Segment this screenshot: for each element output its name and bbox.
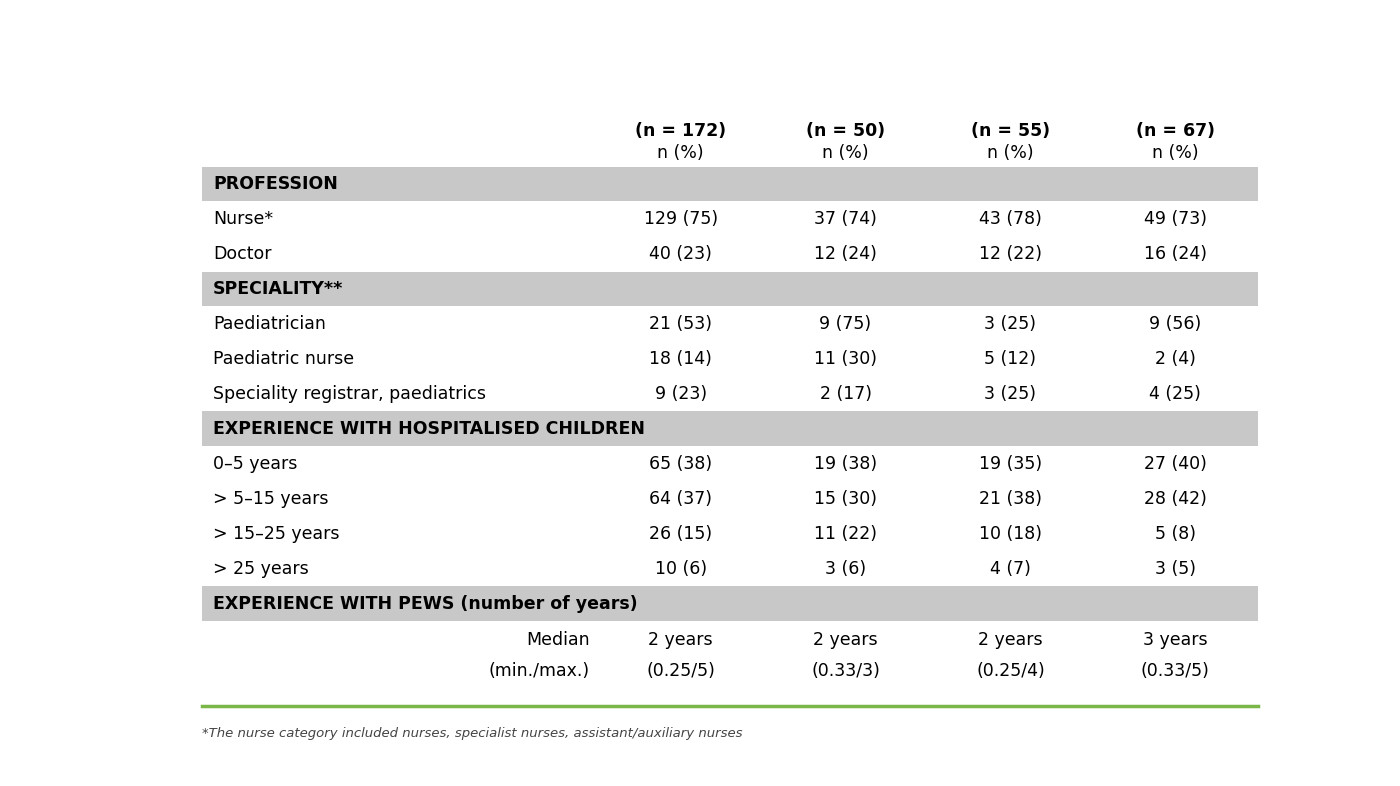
Text: SPECIALITY**: SPECIALITY** [213, 280, 343, 298]
Text: 11 (30): 11 (30) [813, 350, 876, 368]
Text: (n = 67): (n = 67) [1135, 122, 1215, 140]
Text: 4 (7): 4 (7) [990, 560, 1030, 578]
Text: 64 (37): 64 (37) [650, 490, 713, 508]
Text: Paediatrician: Paediatrician [213, 314, 326, 332]
Text: n (%): n (%) [822, 144, 869, 162]
Text: n (%): n (%) [987, 144, 1033, 162]
Text: n (%): n (%) [1152, 144, 1198, 162]
Bar [202, 411, 1257, 446]
Text: (0.33/5): (0.33/5) [1141, 662, 1210, 680]
Text: 37 (74): 37 (74) [813, 210, 876, 228]
Text: 3 (25): 3 (25) [984, 385, 1036, 403]
Text: 65 (38): 65 (38) [650, 454, 713, 472]
Text: 9 (23): 9 (23) [655, 385, 707, 403]
Text: (min./max.): (min./max.) [489, 662, 589, 680]
Text: *The nurse category included nurses, specialist nurses, assistant/auxiliary nurs: *The nurse category included nurses, spe… [202, 727, 742, 740]
Text: 10 (6): 10 (6) [655, 560, 707, 578]
Text: 21 (53): 21 (53) [650, 314, 713, 332]
Text: > 15–25 years: > 15–25 years [213, 525, 339, 542]
Text: (0.25/5): (0.25/5) [647, 662, 715, 680]
Text: 49 (73): 49 (73) [1144, 210, 1207, 228]
Text: 40 (23): 40 (23) [650, 245, 713, 263]
Text: 12 (22): 12 (22) [979, 245, 1042, 263]
Text: 2 (17): 2 (17) [819, 385, 872, 403]
Bar [202, 272, 1257, 307]
Text: 3 (25): 3 (25) [984, 314, 1036, 332]
Text: Nurse*: Nurse* [213, 210, 273, 228]
Text: 2 years: 2 years [648, 631, 713, 649]
Text: 129 (75): 129 (75) [644, 210, 718, 228]
Text: 10 (18): 10 (18) [979, 525, 1042, 542]
Text: 28 (42): 28 (42) [1144, 490, 1207, 508]
Text: (n = 172): (n = 172) [636, 122, 727, 140]
Text: n (%): n (%) [657, 144, 704, 162]
Text: 3 (5): 3 (5) [1155, 560, 1196, 578]
Text: 27 (40): 27 (40) [1144, 454, 1207, 472]
Text: (0.33/3): (0.33/3) [811, 662, 881, 680]
Text: > 5–15 years: > 5–15 years [213, 490, 329, 508]
Text: Speciality registrar, paediatrics: Speciality registrar, paediatrics [213, 385, 486, 403]
Text: Median: Median [526, 631, 589, 649]
Text: 18 (14): 18 (14) [650, 350, 713, 368]
Text: (0.25/4): (0.25/4) [976, 662, 1044, 680]
Text: 26 (15): 26 (15) [650, 525, 713, 542]
Text: > 25 years: > 25 years [213, 560, 309, 578]
Text: 9 (56): 9 (56) [1149, 314, 1201, 332]
Text: (n = 55): (n = 55) [970, 122, 1050, 140]
Text: Paediatric nurse: Paediatric nurse [213, 350, 354, 368]
Text: 16 (24): 16 (24) [1144, 245, 1207, 263]
Text: 2 years: 2 years [979, 631, 1043, 649]
Text: 43 (78): 43 (78) [979, 210, 1042, 228]
Text: 4 (25): 4 (25) [1149, 385, 1201, 403]
Bar [202, 586, 1257, 621]
Text: (n = 50): (n = 50) [806, 122, 885, 140]
Bar [202, 167, 1257, 201]
Text: 0–5 years: 0–5 years [213, 454, 297, 472]
Text: 5 (8): 5 (8) [1155, 525, 1196, 542]
Text: 12 (24): 12 (24) [813, 245, 876, 263]
Text: 19 (35): 19 (35) [979, 454, 1042, 472]
Text: 9 (75): 9 (75) [819, 314, 872, 332]
Text: 19 (38): 19 (38) [813, 454, 876, 472]
Text: EXPERIENCE WITH PEWS (number of years): EXPERIENCE WITH PEWS (number of years) [213, 595, 637, 612]
Text: EXPERIENCE WITH HOSPITALISED CHILDREN: EXPERIENCE WITH HOSPITALISED CHILDREN [213, 420, 645, 438]
Text: 21 (38): 21 (38) [979, 490, 1042, 508]
Text: 3 years: 3 years [1142, 631, 1208, 649]
Text: PROFESSION: PROFESSION [213, 175, 337, 193]
Text: 15 (30): 15 (30) [813, 490, 876, 508]
Text: 5 (12): 5 (12) [984, 350, 1036, 368]
Text: 3 (6): 3 (6) [825, 560, 867, 578]
Text: 11 (22): 11 (22) [813, 525, 876, 542]
Text: 2 (4): 2 (4) [1155, 350, 1196, 368]
Text: Doctor: Doctor [213, 245, 272, 263]
Text: 2 years: 2 years [813, 631, 878, 649]
